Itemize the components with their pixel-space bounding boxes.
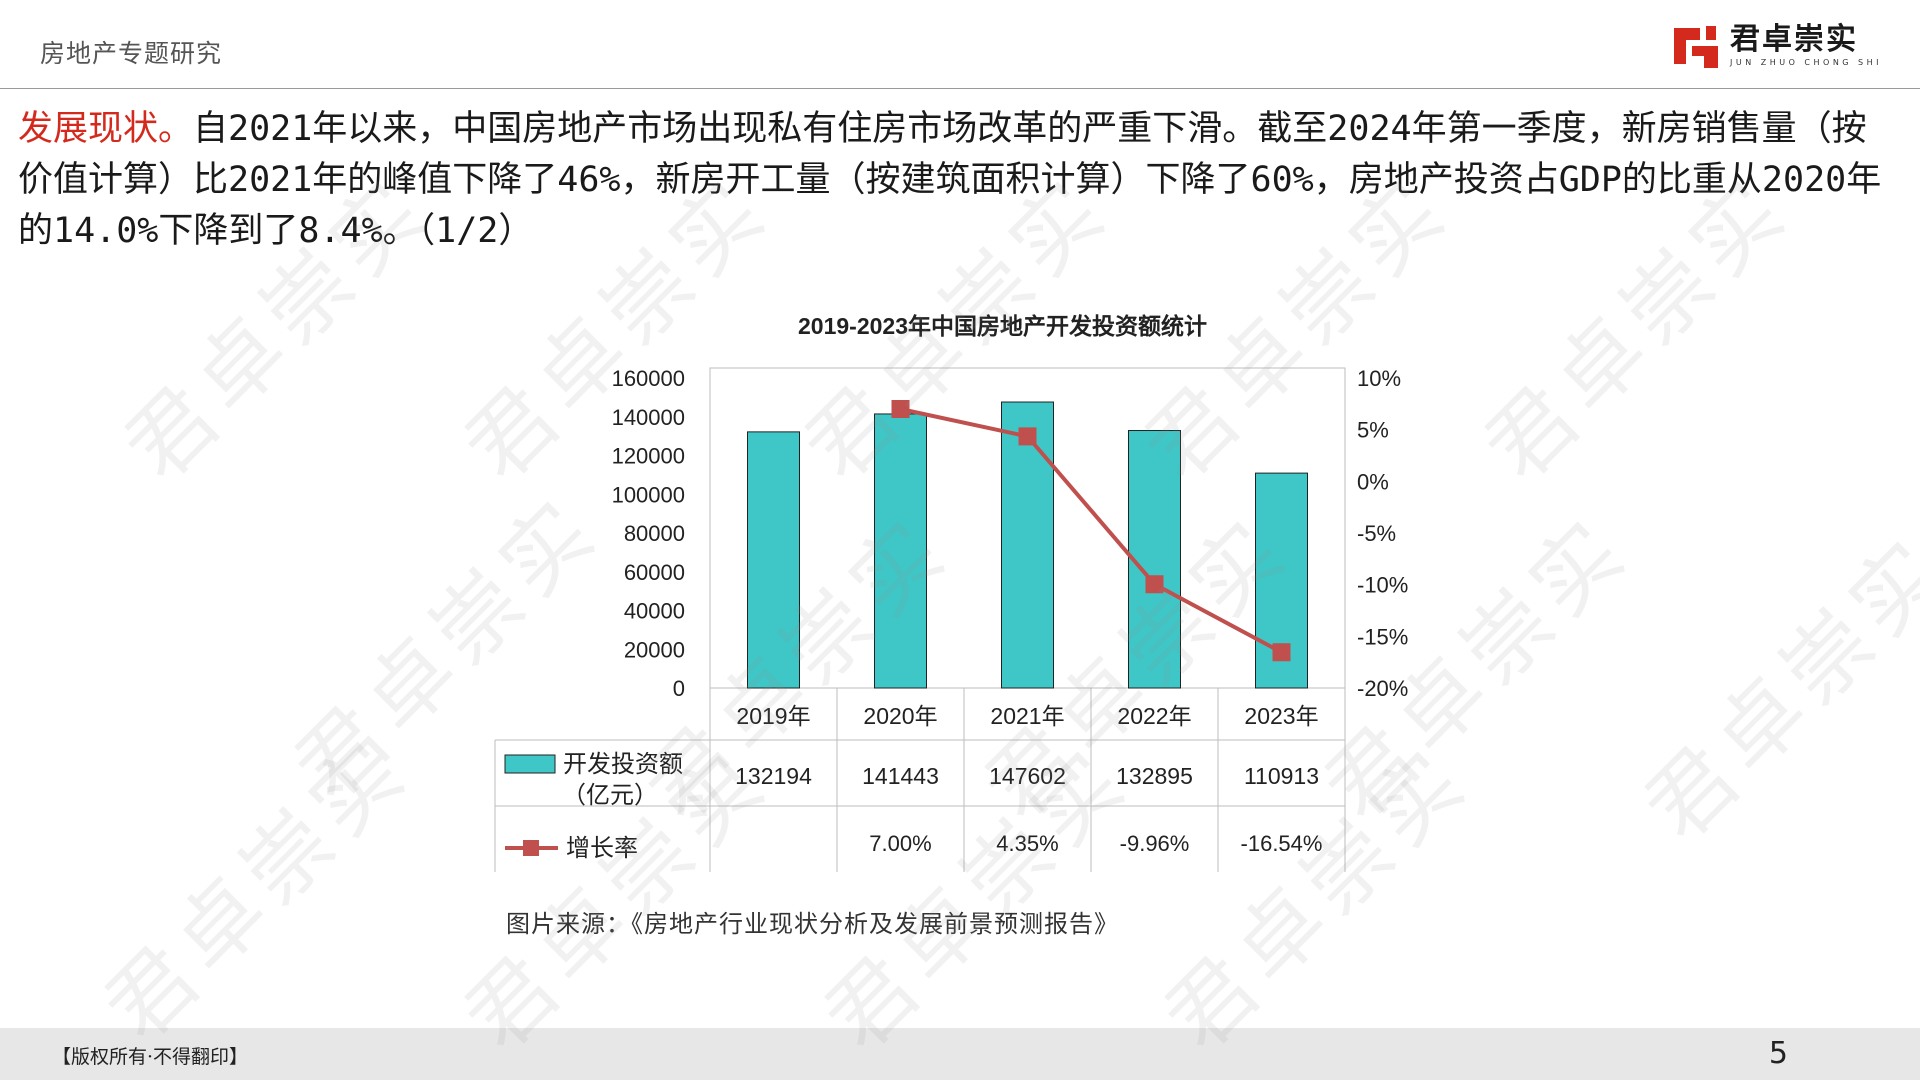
bar	[874, 413, 927, 689]
page-header: 房地产专题研究 君卓崇实 JUN ZHUO CHONG SHI	[0, 0, 1920, 89]
intro-text: 自2021年以来，中国房地产市场出现私有住房市场改革的严重下滑。截至2024年第…	[18, 109, 1882, 251]
y-left-tick-label: 80000	[624, 521, 685, 546]
table-value: 110913	[1244, 763, 1319, 789]
y-right-tick-label: 10%	[1357, 366, 1401, 391]
y-left-tick-label: 100000	[612, 482, 685, 507]
watermark: 君卓崇实	[1626, 517, 1920, 860]
header-title: 房地产专题研究	[40, 39, 223, 68]
investment-chart: 2019-2023年中国房地产开发投资额统计 160000 140000 120000…	[494, 313, 1408, 872]
copyright-notice: 【版权所有·不得翻印】	[52, 1046, 249, 1068]
y-left-tick-label: 120000	[612, 444, 685, 469]
y-left-tick-label: 60000	[624, 560, 685, 585]
growth-point	[1272, 643, 1291, 662]
y-left-tick-label: 160000	[612, 366, 685, 391]
legend-line-marker	[523, 840, 539, 856]
legend-bar-swatch	[504, 754, 556, 774]
table-rate-value: -9.96%	[1120, 831, 1190, 856]
intro-paragraph: 发展现状。自2021年以来，中国房地产市场出现私有住房市场改革的严重下滑。截至2…	[18, 104, 1898, 257]
logo-mark-icon	[1670, 20, 1722, 72]
growth-point	[1018, 427, 1037, 446]
x-tick-label: 2023年	[1244, 703, 1318, 729]
watermark: 君卓崇实	[86, 717, 430, 1060]
table-value: 147602	[989, 763, 1066, 789]
table-rate-value: 4.35%	[996, 831, 1058, 856]
y-left-tick-label: 40000	[624, 599, 685, 624]
growth-point	[891, 400, 910, 418]
page-footer: 【版权所有·不得翻印】 5	[0, 1028, 1920, 1080]
chart-caption: 图片来源：《房地产行业现状分析及发展前景预测报告》	[506, 910, 1119, 938]
bar	[1001, 401, 1054, 689]
table-value: 141443	[862, 763, 939, 789]
table-value: 132895	[1116, 763, 1193, 789]
y-right-tick-label: -15%	[1357, 624, 1408, 649]
x-tick-label: 2022年	[1117, 703, 1191, 729]
x-tick-label: 2020年	[863, 703, 937, 729]
y-right-tick-label: -5%	[1357, 521, 1396, 546]
page-number: 5	[1768, 1036, 1788, 1071]
x-tick-label: 2019年	[736, 703, 810, 729]
legend-bar-unit: （亿元）	[562, 782, 658, 809]
logo-subtitle: JUN ZHUO CHONG SHI	[1729, 58, 1882, 67]
chart-container: 2019-2023年中国房地产开发投资额统计 160000 140000 120000…	[470, 290, 1450, 910]
legend-bar-label: 开发投资额	[563, 751, 683, 778]
table-rate-value: -16.54%	[1241, 831, 1323, 856]
y-right-tick-label: 5%	[1357, 418, 1389, 443]
table-value: 132194	[735, 763, 812, 789]
y-right-tick-label: -10%	[1357, 573, 1408, 598]
y-right-tick-label: -20%	[1357, 676, 1408, 701]
table-rate-value: 7.00%	[869, 831, 931, 856]
intro-highlight: 发展现状。	[18, 109, 194, 149]
y-right-tick-label: 0%	[1357, 469, 1389, 494]
legend-line-label: 增长率	[566, 835, 638, 862]
logo-name: 君卓崇实	[1729, 22, 1858, 57]
growth-line	[900, 407, 1283, 655]
y-left-tick-label: 140000	[612, 405, 685, 430]
brand-logo: 君卓崇实 JUN ZHUO CHONG SHI	[1670, 20, 1882, 72]
growth-point	[1145, 575, 1164, 594]
x-tick-label: 2021年	[990, 703, 1064, 729]
chart-title: 2019-2023年中国房地产开发投资额统计	[798, 313, 1207, 339]
bar	[1128, 430, 1181, 689]
y-left-tick-label: 20000	[624, 637, 685, 662]
bar	[747, 431, 800, 689]
y-left-tick-label: 0	[673, 676, 685, 701]
